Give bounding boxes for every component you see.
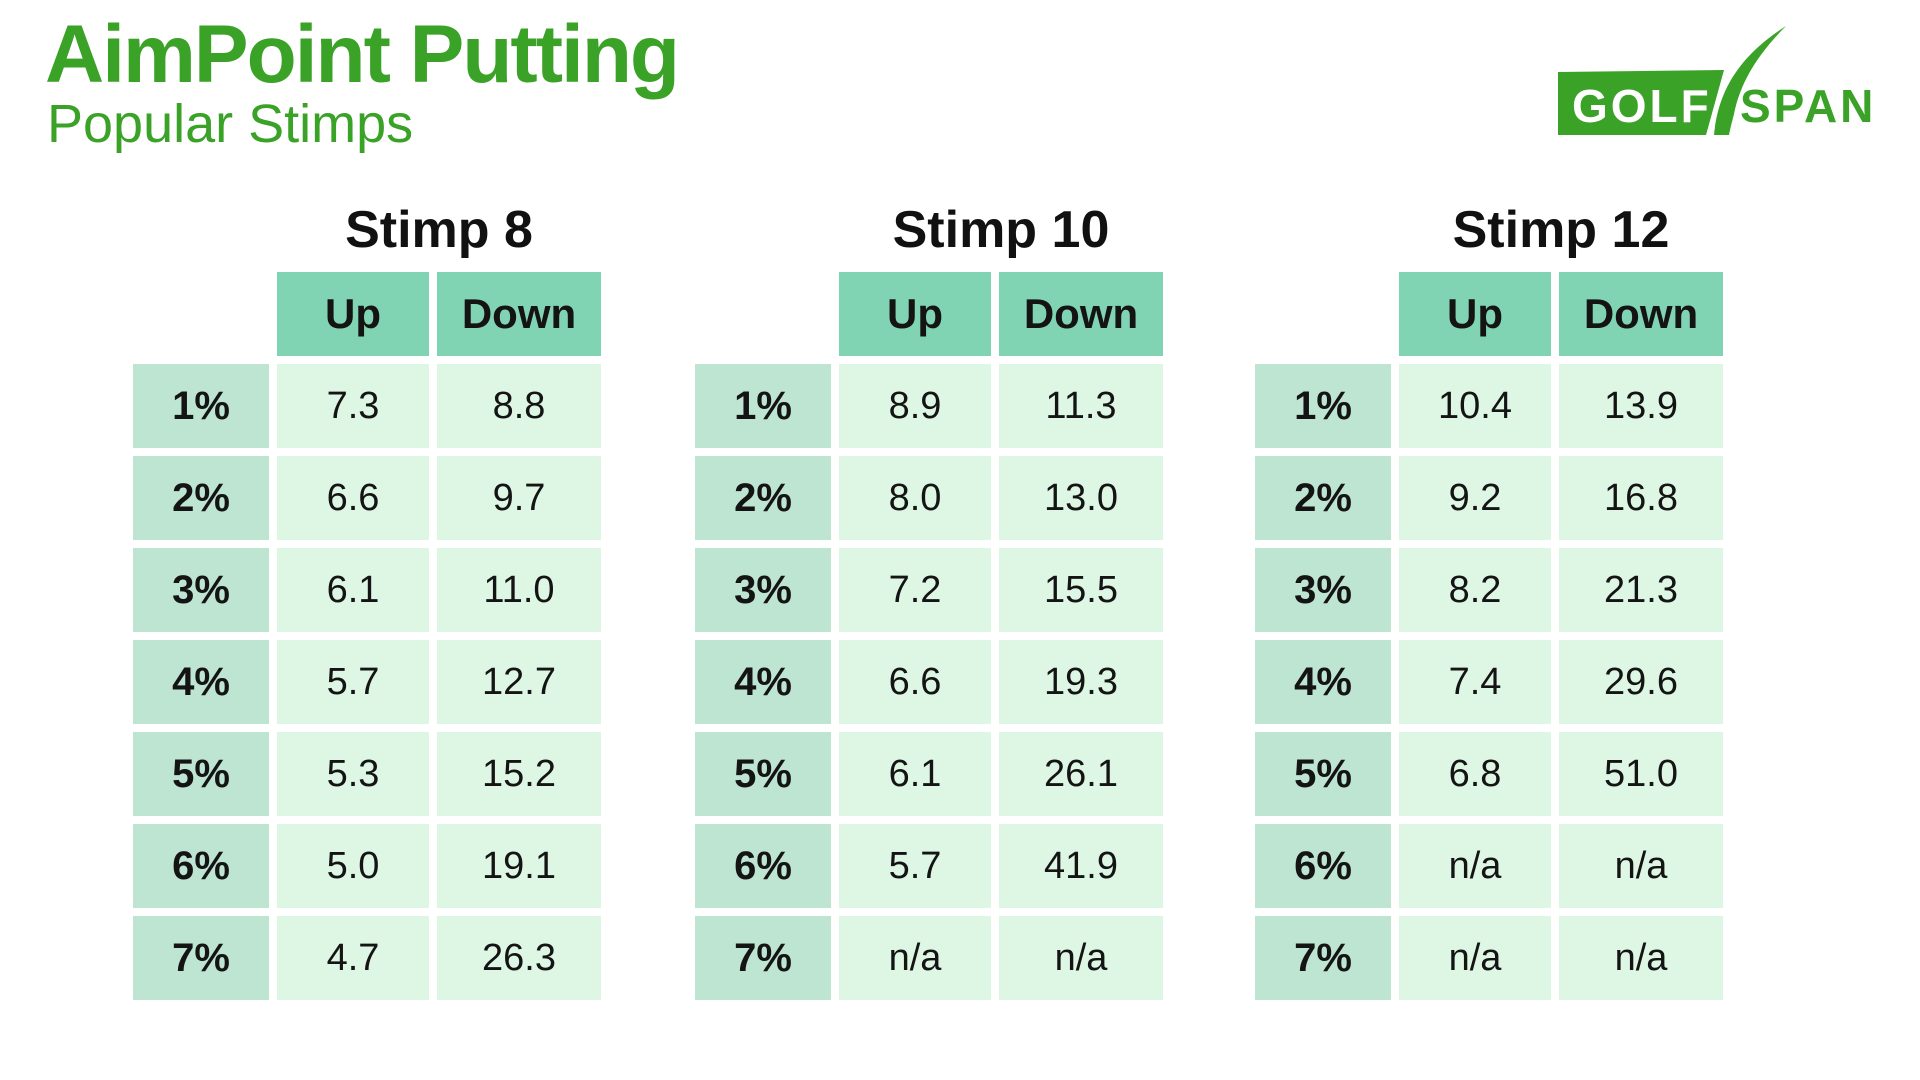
corner-spacer (133, 272, 269, 356)
slope-label: 7% (133, 916, 269, 1000)
slope-label: 1% (695, 364, 831, 448)
slope-label: 1% (133, 364, 269, 448)
up-value: 6.8 (1399, 732, 1551, 816)
down-value: 15.2 (437, 732, 601, 816)
up-value: 6.6 (839, 640, 991, 724)
down-value: 11.0 (437, 548, 601, 632)
table-grid: Up Down 1% 8.9 11.3 2% 8.0 13.0 3% 7.2 1… (695, 272, 1165, 1000)
down-value: n/a (999, 916, 1163, 1000)
table-title: Stimp 8 (345, 201, 533, 259)
up-value: 6.1 (277, 548, 429, 632)
down-value: n/a (1559, 824, 1723, 908)
slope-label: 7% (695, 916, 831, 1000)
up-column-header: Up (839, 272, 991, 356)
slope-label: 6% (133, 824, 269, 908)
slope-label: 3% (133, 548, 269, 632)
up-value: 8.2 (1399, 548, 1551, 632)
down-value: 11.3 (999, 364, 1163, 448)
down-value: 41.9 (999, 824, 1163, 908)
up-value: 10.4 (1399, 364, 1551, 448)
down-value: 13.9 (1559, 364, 1723, 448)
slope-label: 2% (1255, 456, 1391, 540)
up-value: 5.7 (277, 640, 429, 724)
down-value: 19.1 (437, 824, 601, 908)
logo-golf-text: GOLF (1572, 80, 1712, 132)
up-value: 8.9 (839, 364, 991, 448)
up-value: 5.0 (277, 824, 429, 908)
up-value: 6.1 (839, 732, 991, 816)
table-title: Stimp 10 (892, 201, 1110, 259)
down-column-header: Down (999, 272, 1163, 356)
corner-spacer (695, 272, 831, 356)
table-grid: Up Down 1% 7.3 8.8 2% 6.6 9.7 3% 6.1 11.… (133, 272, 603, 1000)
stimp-8-table: Stimp 8 Up Down 1% 7.3 8.8 2% 6.6 9.7 3%… (133, 204, 603, 1000)
up-value: 9.2 (1399, 456, 1551, 540)
down-column-header: Down (1559, 272, 1723, 356)
up-value: 7.2 (839, 548, 991, 632)
slope-label: 1% (1255, 364, 1391, 448)
down-value: 51.0 (1559, 732, 1723, 816)
down-value: 19.3 (999, 640, 1163, 724)
down-value: n/a (1559, 916, 1723, 1000)
down-column-header: Down (437, 272, 601, 356)
stimp-12-table: Stimp 12 Up Down 1% 10.4 13.9 2% 9.2 16.… (1255, 204, 1725, 1000)
down-value: 26.3 (437, 916, 601, 1000)
down-value: 15.5 (999, 548, 1163, 632)
logo-green-box (1558, 70, 1724, 135)
slope-label: 3% (695, 548, 831, 632)
golfspan-logo: GOLF SPAN (1558, 26, 1876, 135)
slope-label: 5% (133, 732, 269, 816)
down-value: 8.8 (437, 364, 601, 448)
down-value: 12.7 (437, 640, 601, 724)
up-value: 8.0 (839, 456, 991, 540)
down-value: 29.6 (1559, 640, 1723, 724)
logo-span-text: SPAN (1740, 80, 1876, 132)
slope-label: 4% (133, 640, 269, 724)
up-value: 5.3 (277, 732, 429, 816)
table-title: Stimp 12 (1452, 201, 1670, 259)
slope-label: 6% (695, 824, 831, 908)
slope-label: 7% (1255, 916, 1391, 1000)
slope-label: 4% (1255, 640, 1391, 724)
table-grid: Up Down 1% 10.4 13.9 2% 9.2 16.8 3% 8.2 … (1255, 272, 1725, 1000)
slope-label: 6% (1255, 824, 1391, 908)
up-value: 6.6 (277, 456, 429, 540)
slope-label: 5% (695, 732, 831, 816)
up-value: n/a (1399, 916, 1551, 1000)
down-value: 26.1 (999, 732, 1163, 816)
logo-swoosh-icon (1714, 26, 1786, 135)
up-value: 5.7 (839, 824, 991, 908)
slope-label: 4% (695, 640, 831, 724)
up-value: n/a (1399, 824, 1551, 908)
up-column-header: Up (1399, 272, 1551, 356)
up-value: n/a (839, 916, 991, 1000)
down-value: 13.0 (999, 456, 1163, 540)
page-subtitle: Popular Stimps (47, 94, 414, 154)
slope-label: 2% (695, 456, 831, 540)
slope-label: 5% (1255, 732, 1391, 816)
stimp-10-table: Stimp 10 Up Down 1% 8.9 11.3 2% 8.0 13.0… (695, 204, 1165, 1000)
up-value: 4.7 (277, 916, 429, 1000)
corner-spacer (1255, 272, 1391, 356)
down-value: 16.8 (1559, 456, 1723, 540)
slope-label: 3% (1255, 548, 1391, 632)
page-title: AimPoint Putting (45, 9, 680, 100)
slope-label: 2% (133, 456, 269, 540)
down-value: 9.7 (437, 456, 601, 540)
up-column-header: Up (277, 272, 429, 356)
down-value: 21.3 (1559, 548, 1723, 632)
up-value: 7.3 (277, 364, 429, 448)
up-value: 7.4 (1399, 640, 1551, 724)
